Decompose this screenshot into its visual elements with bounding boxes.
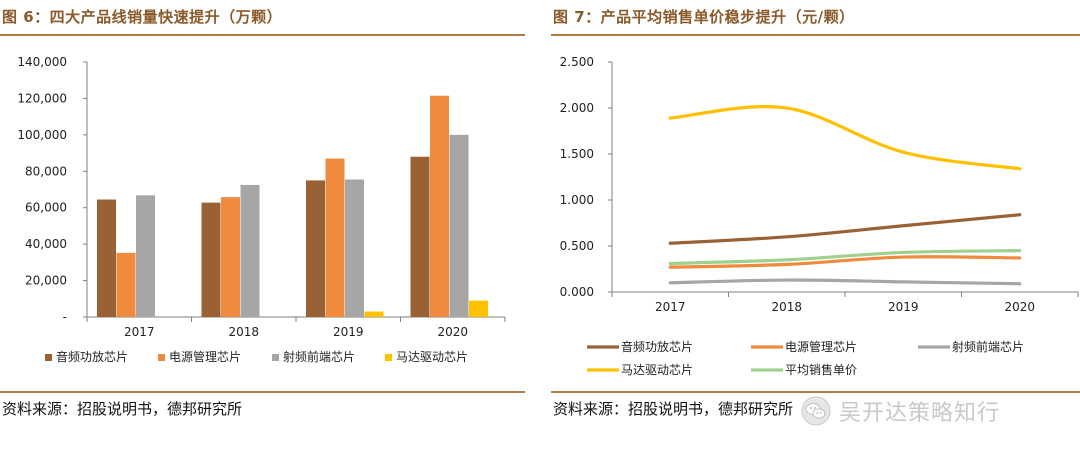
legend-label: 马达驱动芯片: [396, 350, 468, 364]
legend-label: 电源管理芯片: [169, 349, 241, 364]
x-tick-label: 2019: [333, 325, 364, 339]
series-line: [668, 249, 1022, 266]
bar: [221, 197, 240, 317]
legend-label: 射频前端芯片: [952, 339, 1024, 354]
series-line: [668, 278, 1022, 286]
wechat-icon: [801, 396, 831, 426]
y-tick-label: 140,000: [17, 55, 67, 69]
y-tick-label: 100,000: [17, 128, 67, 142]
bar: [240, 184, 260, 317]
y-tick-label: 1.500: [560, 147, 594, 161]
bar: [201, 202, 221, 317]
left-figure-title: 图 6：四大产品线销量快速提升（万颗）: [2, 8, 283, 26]
x-tick-label: 2019: [888, 300, 919, 314]
y-tick-label: 20,000: [25, 274, 67, 288]
bar: [306, 180, 325, 317]
legend-label: 电源管理芯片: [785, 339, 857, 354]
bar: [325, 158, 345, 317]
y-tick-label: 80,000: [25, 164, 67, 178]
legend-swatch: [385, 354, 392, 361]
x-tick-label: 2018: [228, 325, 259, 339]
right-figure: 图 7：产品平均销售单价稳步提升（元/颗） 0.000 0.500 1.000 1.5…: [551, 0, 1080, 459]
right-bottom-rule: [551, 391, 1080, 393]
bar: [410, 156, 430, 317]
bar: [430, 95, 449, 317]
series-line: [668, 213, 1022, 245]
left-top-rule: [0, 34, 525, 36]
legend-label: 马达驱动芯片: [621, 363, 693, 377]
watermark: 吴开达策略知行: [801, 393, 1071, 429]
bar: [116, 252, 136, 317]
legend-label: 射频前端芯片: [283, 349, 355, 364]
series-line: [668, 255, 1022, 269]
bar-chart: - 20,000 40,000 60,000 80,000 100,000 120,000 1…: [17, 55, 506, 364]
legend-swatch: [158, 354, 165, 361]
line-chart: 0.000 0.500 1.000 1.500 2.000 2.500 2017 2018 20…: [560, 55, 1079, 377]
legend-swatch: [272, 354, 279, 361]
y-tick-label: 2.500: [560, 55, 594, 69]
bar: [449, 134, 469, 317]
right-top-rule: [551, 34, 1080, 36]
y-tick-label: 1.000: [560, 193, 594, 207]
bar: [136, 195, 155, 317]
watermark-text: 吴开达策略知行: [839, 401, 1001, 426]
legend-label: 平均销售单价: [785, 362, 857, 377]
x-tick-label: 2020: [437, 325, 468, 339]
bar: [469, 300, 488, 317]
y-tick-label: 40,000: [25, 237, 67, 251]
y-tick-label: 60,000: [25, 201, 67, 215]
legend-label: 音频功放芯片: [621, 339, 693, 354]
left-bottom-rule: [0, 391, 525, 393]
y-tick-label: 0.500: [560, 239, 594, 253]
x-tick-label: 2017: [124, 325, 155, 339]
x-tick-label: 2018: [771, 300, 802, 314]
right-source-note: 资料来源：招股说明书，德邦研究所: [553, 400, 794, 418]
y-tick-label: 120,000: [17, 91, 67, 105]
y-tick-label: 0.000: [560, 285, 594, 299]
bar: [345, 179, 364, 317]
bar: [364, 311, 384, 317]
bar: [97, 199, 116, 317]
y-tick-label: -: [63, 310, 67, 324]
x-tick-label: 2017: [655, 300, 686, 314]
x-tick-label: 2020: [1004, 300, 1035, 314]
y-tick-label: 2.000: [560, 101, 594, 115]
legend-swatch: [45, 354, 52, 361]
legend-label: 音频功放芯片: [56, 349, 128, 364]
left-figure: 图 6：四大产品线销量快速提升（万颗） - 20,000 40,000 60,000 8…: [0, 0, 525, 459]
right-figure-title: 图 7：产品平均销售单价稳步提升（元/颗）: [553, 8, 855, 26]
series-line: [668, 105, 1022, 171]
left-source-note: 资料来源：招股说明书，德邦研究所: [2, 400, 243, 418]
